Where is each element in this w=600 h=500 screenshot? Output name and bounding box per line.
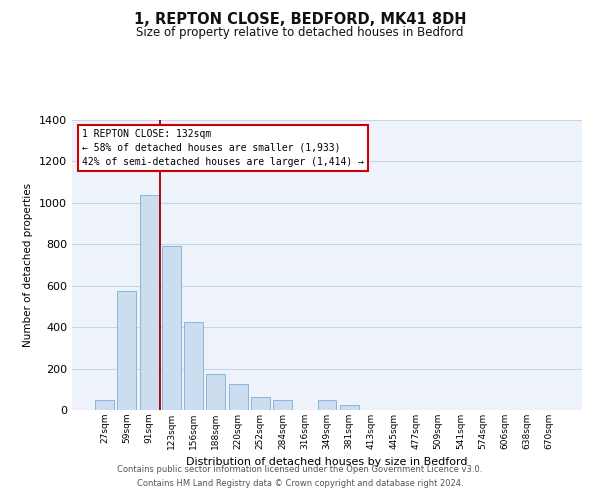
Bar [140, 194, 158, 410]
Bar [206, 374, 225, 410]
Bar [184, 322, 203, 410]
Y-axis label: Number of detached properties: Number of detached properties [23, 183, 34, 347]
Bar [340, 405, 359, 410]
Bar [251, 396, 270, 410]
Text: Contains public sector information licensed under the Open Government Licence v3: Contains public sector information licen… [118, 465, 482, 474]
X-axis label: Distribution of detached houses by size in Bedford: Distribution of detached houses by size … [186, 458, 468, 468]
Bar [273, 400, 292, 410]
Text: 1, REPTON CLOSE, BEDFORD, MK41 8DH: 1, REPTON CLOSE, BEDFORD, MK41 8DH [134, 12, 466, 28]
Bar [229, 384, 248, 410]
Text: Size of property relative to detached houses in Bedford: Size of property relative to detached ho… [136, 26, 464, 39]
Text: Contains HM Land Registry data © Crown copyright and database right 2024.: Contains HM Land Registry data © Crown c… [137, 478, 463, 488]
Bar [118, 291, 136, 410]
Bar [162, 246, 181, 410]
Text: 1 REPTON CLOSE: 132sqm
← 58% of detached houses are smaller (1,933)
42% of semi-: 1 REPTON CLOSE: 132sqm ← 58% of detached… [82, 128, 364, 166]
Bar [317, 400, 337, 410]
Bar [95, 400, 114, 410]
